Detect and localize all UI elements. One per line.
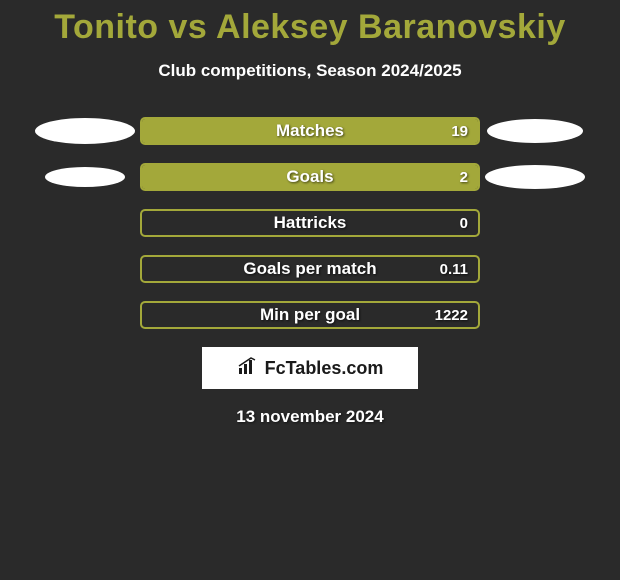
date-label: 13 november 2024 [0, 407, 620, 427]
comparison-card: Tonito vs Aleksey Baranovskiy Club compe… [0, 0, 620, 427]
ellipse-icon [45, 167, 125, 187]
stat-label: Min per goal [260, 305, 360, 325]
stat-label: Hattricks [274, 213, 347, 233]
stat-label: Matches [276, 121, 344, 141]
stat-row: Goals per match 0.11 [0, 255, 620, 283]
right-marker [480, 165, 590, 189]
right-marker [480, 119, 590, 143]
logo-text: FcTables.com [265, 358, 384, 379]
stat-value-right: 2 [460, 169, 468, 186]
stat-row: Min per goal 1222 [0, 301, 620, 329]
stat-row: Goals 2 [0, 163, 620, 191]
stat-value-right: 1222 [435, 307, 468, 324]
ellipse-icon [487, 119, 583, 143]
stat-label: Goals per match [243, 259, 376, 279]
ellipse-icon [35, 118, 135, 144]
stat-rows: Matches 19 Goals 2 Hattricks 0 Goals per match… [0, 117, 620, 329]
left-marker [30, 118, 140, 144]
logo-box[interactable]: FcTables.com [202, 347, 418, 389]
stat-value-right: 0.11 [440, 261, 468, 278]
stat-bar: Goals 2 [140, 163, 480, 191]
stat-bar: Matches 19 [140, 117, 480, 145]
subtitle: Club competitions, Season 2024/2025 [0, 61, 620, 81]
ellipse-icon [485, 165, 585, 189]
stat-row: Hattricks 0 [0, 209, 620, 237]
page-title: Tonito vs Aleksey Baranovskiy [0, 8, 620, 47]
bar-chart-icon [237, 356, 259, 381]
stat-bar: Min per goal 1222 [140, 301, 480, 329]
left-marker [30, 167, 140, 187]
stat-value-right: 19 [451, 123, 468, 140]
stat-row: Matches 19 [0, 117, 620, 145]
stat-bar: Hattricks 0 [140, 209, 480, 237]
stat-value-right: 0 [460, 215, 468, 232]
stat-label: Goals [286, 167, 333, 187]
stat-bar: Goals per match 0.11 [140, 255, 480, 283]
